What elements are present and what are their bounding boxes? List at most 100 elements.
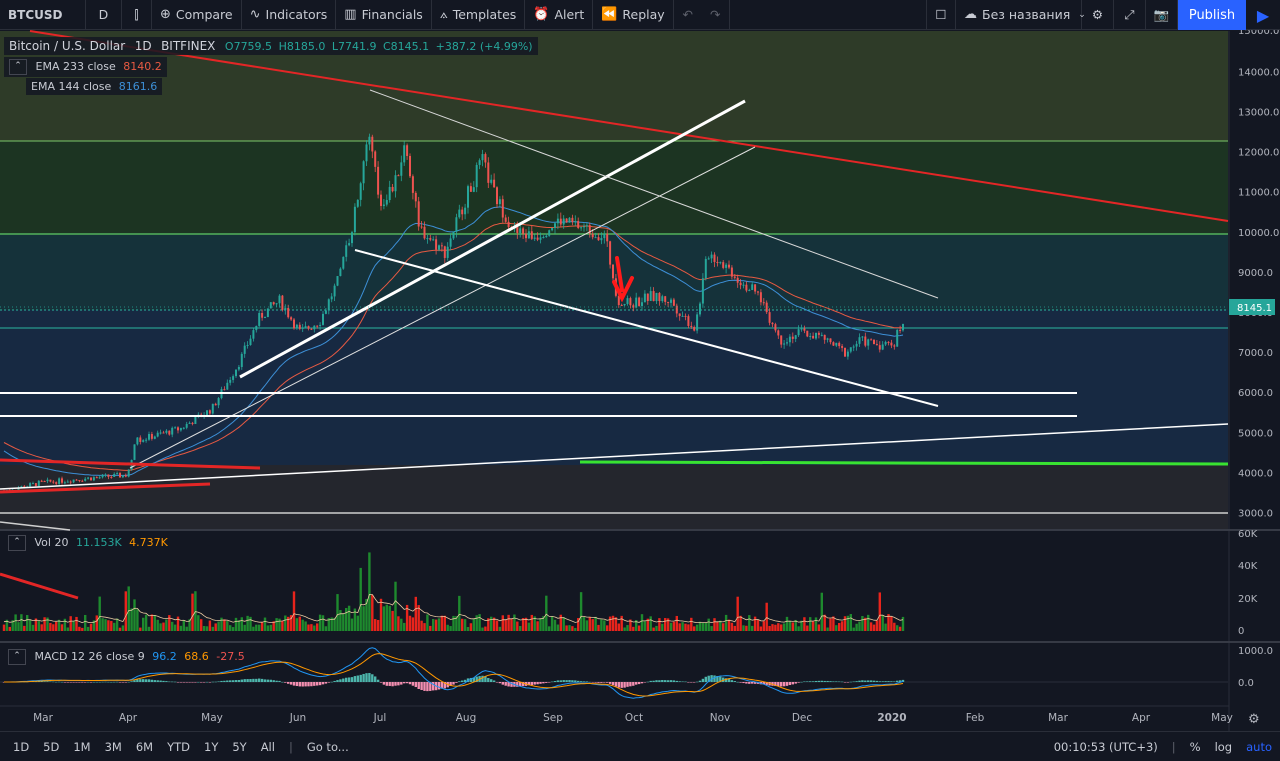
range-button-1d[interactable]: 1D xyxy=(13,739,30,754)
play-button[interactable]: ▶ xyxy=(1246,0,1280,30)
clock[interactable]: 00:10:53 (UTC+3) xyxy=(1053,739,1158,754)
legend-low: L7741.9 xyxy=(331,40,377,53)
volume-bar xyxy=(243,624,246,631)
candle-body xyxy=(330,296,333,300)
symbol-search[interactable]: BTCUSD xyxy=(0,0,86,30)
candle-body xyxy=(777,330,780,336)
fullscreen-button[interactable]: ⤢ xyxy=(1114,0,1146,30)
time-tick-label: 2020 xyxy=(877,712,906,724)
volume-bar xyxy=(2,624,6,631)
macd-hist-bar xyxy=(661,680,664,682)
time-axis[interactable]: Mar Apr May Jun Jul Aug Sep Oct Nov Dec 2020 Feb Mar… xyxy=(33,712,1233,724)
volume-bar xyxy=(890,616,893,631)
candle-body xyxy=(452,231,455,239)
indicators-button[interactable]: ∿ Indicators xyxy=(242,0,337,30)
volume-collapse-icon[interactable]: ⌃ xyxy=(8,535,26,551)
range-button-1m[interactable]: 1M xyxy=(73,739,91,754)
volume-bar xyxy=(260,622,264,631)
range-button-6m[interactable]: 6M xyxy=(135,739,154,754)
candle-body xyxy=(322,313,324,325)
macd-hist-bar xyxy=(655,680,658,682)
candle-body xyxy=(577,221,580,228)
percent-toggle[interactable]: % xyxy=(1189,739,1201,754)
candle-body xyxy=(298,324,301,329)
replay-button[interactable]: ⏪ Replay xyxy=(593,0,674,30)
candle-body xyxy=(649,291,652,301)
compare-button[interactable]: ⊕ Compare xyxy=(152,0,242,30)
volume-bar xyxy=(524,617,528,631)
macd-hist-bar xyxy=(829,681,832,682)
interval-button[interactable]: D xyxy=(86,0,122,30)
candle-body xyxy=(339,268,342,277)
templates-button[interactable]: ⟑ Templates xyxy=(432,0,526,30)
macd-hist-bar xyxy=(867,680,870,682)
candle-body xyxy=(693,326,696,331)
range-button-5d[interactable]: 5D xyxy=(43,739,60,754)
candle-body xyxy=(870,339,873,341)
candle-body xyxy=(78,480,81,482)
range-button-1y[interactable]: 1Y xyxy=(204,739,219,754)
log-toggle[interactable]: log xyxy=(1214,739,1233,754)
volume-bar xyxy=(63,618,67,631)
layout-name-button[interactable]: ☁ Без названия ⌄ xyxy=(956,0,1086,30)
volume-bar xyxy=(324,626,328,631)
volume-bar xyxy=(490,616,493,631)
volume-bar xyxy=(519,625,522,631)
candle-body xyxy=(832,342,835,346)
volume-bar xyxy=(66,627,69,631)
candle-body xyxy=(133,444,136,460)
volume-bar xyxy=(176,616,180,631)
macd-hist-bar xyxy=(179,682,183,683)
snapshot-button[interactable]: 📷 xyxy=(1146,0,1178,30)
macd-collapse-icon[interactable]: ⌃ xyxy=(8,649,26,665)
candle-body xyxy=(475,164,478,188)
volume-bar xyxy=(400,618,403,631)
candle-body xyxy=(458,209,461,218)
volume-bar xyxy=(420,620,423,631)
volume-bar xyxy=(385,604,388,631)
auto-toggle[interactable]: auto xyxy=(1246,739,1272,754)
white-line-lower-left xyxy=(0,521,71,531)
macd-hist-bar xyxy=(716,676,719,682)
redo-button[interactable]: ↷ xyxy=(702,0,730,30)
fullscreen-layout-button[interactable]: ☐ xyxy=(926,0,956,30)
macd-hist-bar xyxy=(437,682,441,690)
macd-hist-bar xyxy=(623,682,626,688)
financials-button[interactable]: ▥ Financials xyxy=(336,0,432,30)
macd-hist-bar xyxy=(379,682,383,683)
goto-button[interactable]: Go to... xyxy=(306,739,349,754)
candle-body xyxy=(121,475,124,478)
volume-bar xyxy=(669,622,673,631)
settings-button[interactable]: ⚙ xyxy=(1082,0,1114,30)
candle-body xyxy=(290,317,293,320)
chart-canvas[interactable]: 13000.012000.011000.010000.09000.08000.0… xyxy=(0,30,1280,731)
macd-hist-bar xyxy=(371,674,374,682)
volume-bar xyxy=(269,624,272,631)
volume-bar xyxy=(626,625,629,631)
macd-hist-bar xyxy=(287,682,290,684)
macd-hist-bar xyxy=(835,681,838,682)
macd-hist-bar xyxy=(243,679,246,682)
volume-bar xyxy=(574,627,577,631)
alert-button[interactable]: ⏰ Alert xyxy=(525,0,594,30)
macd-hist-bar xyxy=(269,679,272,682)
collapse-chevron-icon[interactable]: ⌃ xyxy=(9,59,27,75)
time-axis-settings-icon[interactable]: ⚙ xyxy=(1248,712,1260,727)
macd-hist-bar xyxy=(675,680,678,682)
candle-body xyxy=(159,432,162,434)
candle-body xyxy=(385,199,388,205)
volume-bar xyxy=(34,618,38,631)
range-button-5y[interactable]: 5Y xyxy=(232,739,247,754)
volume-bar xyxy=(785,616,789,631)
undo-button[interactable]: ↶ xyxy=(674,0,702,30)
candle-body xyxy=(84,478,87,481)
candle-body xyxy=(426,238,429,240)
range-button-ytd[interactable]: YTD xyxy=(167,739,190,754)
candle-body xyxy=(409,155,411,177)
volume-bar xyxy=(585,620,589,631)
range-button-3m[interactable]: 3M xyxy=(104,739,122,754)
publish-button[interactable]: Publish xyxy=(1178,0,1246,30)
volume-bar xyxy=(31,624,35,631)
chart-style-button[interactable]: ⫿ xyxy=(122,0,152,30)
range-button-all[interactable]: All xyxy=(260,739,275,754)
